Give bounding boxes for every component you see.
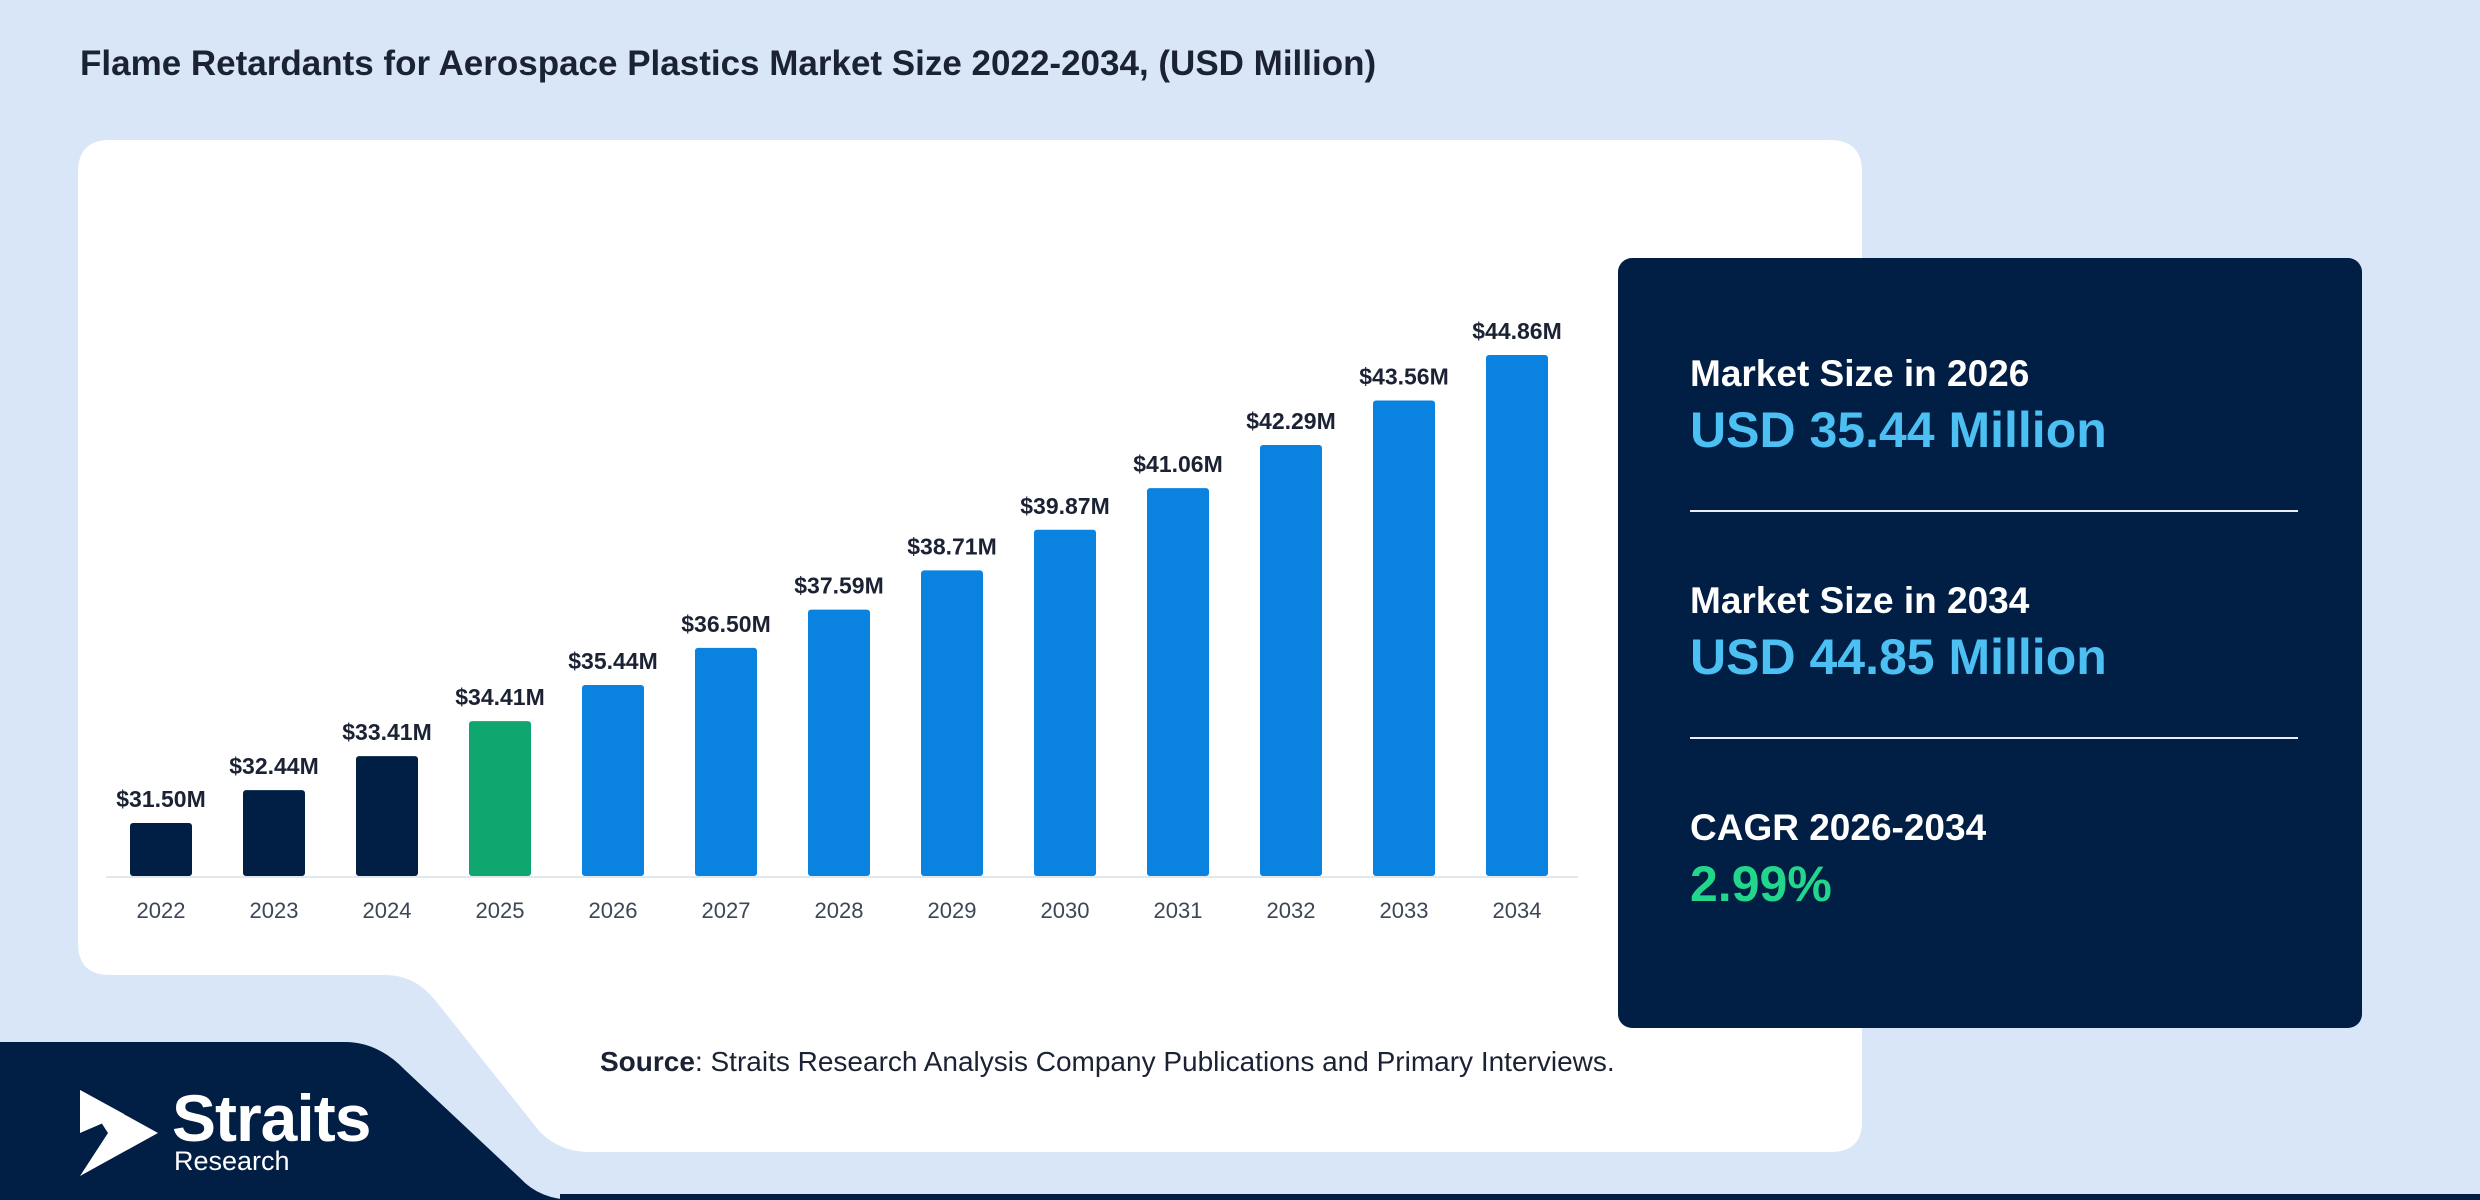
data-label-2022: $31.50M [116,786,206,812]
stat-value: USD 35.44 Million [1690,402,2107,458]
x-tick-labels-layer: 2022 2023 2024 2025 2026 2027 2028 2029 2030 2031… [137,898,1542,923]
x-tick-2024: 2024 [363,898,412,923]
stat-market-size-2026: Market Size in 2026 USD 35.44 Million [1690,353,2298,459]
footer-band [0,1042,575,1200]
stat-label: Market Size in 2034 [1690,580,2030,621]
x-tick-2030: 2030 [1041,898,1090,923]
data-label-2032: $42.29M [1246,408,1336,434]
data-label-2026: $35.44M [568,648,658,674]
source-label: Source [600,1046,695,1077]
bar-2028 [808,609,870,876]
x-tick-2031: 2031 [1154,898,1203,923]
bar-2022 [130,823,192,876]
x-tick-2026: 2026 [589,898,638,923]
data-label-2025: $34.41M [455,684,545,710]
data-label-2034: $44.86M [1472,318,1562,344]
bars-layer [130,355,1548,876]
bar-2026 [582,684,644,876]
source-text: : Straits Research Analysis Company Publ… [694,1046,1615,1077]
bar-2027 [695,647,757,876]
stats-panel: Market Size in 2026 USD 35.44 Million Ma… [1618,258,2362,1028]
x-tick-2033: 2033 [1380,898,1429,923]
data-label-2030: $39.87M [1020,493,1110,519]
bottom-edge-line [560,1194,2480,1200]
bar-2031 [1147,488,1209,876]
x-tick-2032: 2032 [1267,898,1316,923]
x-tick-2023: 2023 [250,898,299,923]
x-tick-2025: 2025 [476,898,525,923]
x-tick-2027: 2027 [702,898,751,923]
data-label-2031: $41.06M [1133,451,1223,477]
stat-value: 2.99% [1690,856,1832,912]
data-label-2023: $32.44M [229,753,319,779]
data-label-2029: $38.71M [907,533,997,559]
bar-2032 [1260,445,1322,876]
bar-2033 [1373,400,1435,876]
bar-2034 [1486,355,1548,876]
bar-2030 [1034,529,1096,876]
stat-cagr: CAGR 2026-2034 2.99% [1690,807,2298,913]
data-label-2028: $37.59M [794,573,884,599]
x-tick-2029: 2029 [928,898,977,923]
bar-2024 [356,756,418,876]
x-tick-2034: 2034 [1493,898,1542,923]
stat-value: USD 44.85 Million [1690,629,2107,685]
stat-market-size-2034: Market Size in 2034 USD 44.85 Million [1690,580,2298,686]
bar-2029 [921,570,983,876]
stat-divider [1690,737,2298,739]
stat-label: Market Size in 2026 [1690,353,2030,394]
stat-divider [1690,510,2298,512]
bar-2025 [469,721,531,876]
bar-2023 [243,790,305,876]
source-note: Source: Straits Research Analysis Compan… [600,1046,1615,1078]
data-labels-layer: $31.50M $32.44M $33.41M $34.41M $35.44M $36.5… [116,318,1562,812]
x-tick-2028: 2028 [815,898,864,923]
x-tick-2022: 2022 [137,898,186,923]
data-label-2024: $33.41M [342,719,432,745]
stat-label: CAGR 2026-2034 [1690,807,1987,848]
data-label-2027: $36.50M [681,611,771,637]
data-label-2033: $43.56M [1359,364,1449,390]
straits-arrow-icon [80,1090,158,1176]
logo-wordmark: Straits [172,1081,371,1155]
logo-subtitle: Research [174,1146,290,1176]
page-title: Flame Retardants for Aerospace Plastics … [80,44,1377,83]
